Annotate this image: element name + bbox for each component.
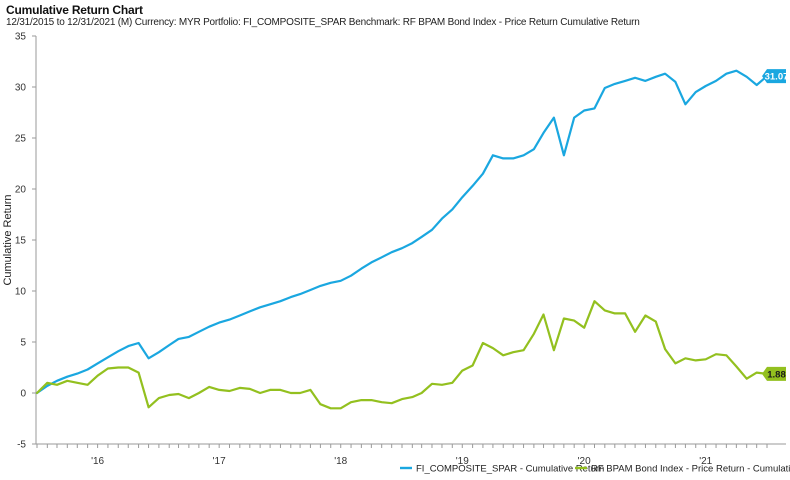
x-tick-label: '19 xyxy=(456,456,469,467)
end-value-label-2: 1.88 xyxy=(767,369,786,380)
y-tick-label: 25 xyxy=(15,134,27,145)
y-tick-label: 0 xyxy=(20,389,26,400)
end-value-badge-1 xyxy=(762,69,786,84)
x-tick-label: '21 xyxy=(699,456,712,467)
y-tick-label: -5 xyxy=(17,440,26,451)
end-value-badge-2 xyxy=(762,366,786,381)
chart-subtitle: 12/31/2015 to 12/31/2021 (M) Currency: M… xyxy=(6,17,640,28)
y-axis-label: Cumulative Return xyxy=(2,194,14,285)
y-tick-label: 30 xyxy=(15,83,27,94)
series-line-1 xyxy=(35,69,769,395)
axes: -5 0 5 10 15 20 25 30 35 Cumulative Return '16 '17 '… xyxy=(2,32,786,467)
x-tick-label: '20 xyxy=(578,456,591,467)
y-tick-label: 35 xyxy=(15,32,27,43)
x-tick-label: '17 xyxy=(213,456,226,467)
x-tick-label: '16 xyxy=(91,456,104,467)
y-tick-label: 15 xyxy=(15,236,27,247)
legend[interactable]: FI_COMPOSITE_SPAR - Cumulative ReturnRF … xyxy=(400,464,790,475)
series-line-2 xyxy=(35,300,769,410)
end-value-label-1: 31.07 xyxy=(765,72,789,83)
series-layer: 31.07 1.88 xyxy=(35,69,789,410)
x-tick-label: '18 xyxy=(334,456,347,467)
chart-title: Cumulative Return Chart xyxy=(6,3,143,17)
y-tick-label: 20 xyxy=(15,185,27,196)
y-tick-label: 5 xyxy=(20,338,26,349)
y-tick-label: 10 xyxy=(15,287,27,298)
legend-label-2: RF BPAM Bond Index - Price Return - Cumu… xyxy=(591,464,790,475)
legend-label-1: FI_COMPOSITE_SPAR - Cumulative Return xyxy=(416,464,604,475)
